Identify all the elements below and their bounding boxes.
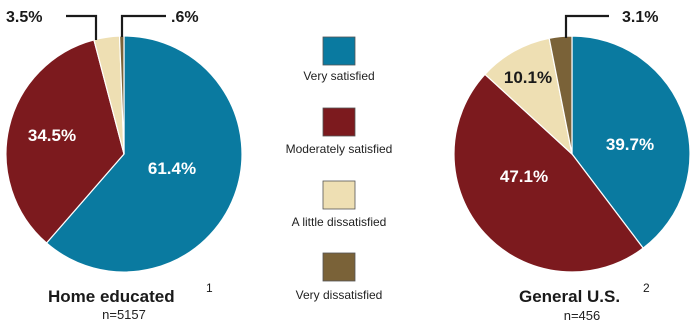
data-label-a-little-dissatisfied: 10.1%	[504, 68, 552, 87]
chart-title-general-us: General U.S.	[519, 287, 620, 306]
chart-title-home-educated: Home educated	[48, 287, 175, 306]
legend-swatch-very-satisfied	[322, 36, 356, 66]
pie-slice-moderately-satisfied	[5, 39, 125, 244]
pie-slice-very-dissatisfied	[548, 35, 573, 155]
legend-swatch-very-dissatisfied	[322, 252, 356, 282]
leader-line-a-little-dissatisfied	[66, 14, 98, 40]
callout-label-very-dissatisfied: 3.1%	[622, 9, 658, 26]
legend-label-very-satisfied: Very satisfied	[303, 69, 374, 83]
data-label-very-satisfied: 39.7%	[606, 135, 654, 154]
legend-label-very-dissatisfied: Very dissatisfied	[296, 288, 383, 302]
sample-size-general-us: n=456	[564, 308, 601, 323]
pie-slice-very-satisfied	[45, 35, 243, 273]
pie-slice-a-little-dissatisfied	[484, 37, 573, 156]
legend-swatch-moderately-satisfied	[322, 107, 356, 137]
data-label-moderately-satisfied: 47.1%	[500, 167, 548, 186]
data-label-very-satisfied: 61.4%	[148, 159, 196, 178]
data-label-moderately-satisfied: 34.5%	[28, 126, 76, 145]
leader-line-very-dissatisfied	[120, 14, 166, 37]
legend-label-a-little-dissatisfied: A little dissatisfied	[292, 215, 387, 229]
pie-slice-moderately-satisfied	[453, 73, 644, 273]
legend-label-moderately-satisfied: Moderately satisfied	[286, 142, 393, 156]
footnote-marker-home-educated: 1	[206, 281, 213, 295]
footnote-marker-general-us: 2	[643, 281, 650, 295]
pie-slice-very-satisfied	[571, 35, 690, 249]
pie-home-educated	[5, 35, 243, 273]
callout-label-very-dissatisfied: .6%	[171, 9, 199, 26]
leader-line-very-dissatisfied	[564, 14, 609, 38]
pie-general-us	[453, 35, 690, 273]
callout-label-a-little-dissatisfied: 3.5%	[6, 9, 42, 26]
legend-swatch-a-little-dissatisfied	[322, 180, 356, 210]
sample-size-home-educated: n=5157	[102, 307, 146, 322]
